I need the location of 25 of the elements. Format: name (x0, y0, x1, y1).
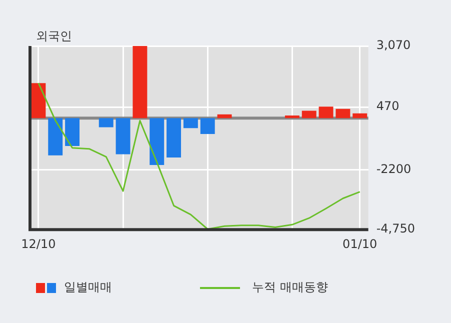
y-tick-label: 3,070 (376, 38, 411, 52)
bar (318, 106, 334, 118)
bar (217, 114, 232, 118)
legend-label: 누적 매매동향 (252, 279, 328, 296)
x-tick-label: 12/10 (21, 236, 56, 251)
chart-title: 외국인 (36, 28, 72, 45)
bar (352, 113, 368, 118)
y-tick-label: -4,750 (376, 222, 416, 236)
bar (98, 118, 114, 128)
bar (166, 118, 182, 158)
y-tick-label: 470 (376, 99, 400, 114)
bar (200, 118, 215, 134)
bar (48, 118, 63, 156)
bar (302, 110, 316, 118)
bar (183, 118, 198, 128)
bar (31, 83, 46, 118)
bar (150, 118, 164, 166)
x-tick-label: 01/10 (342, 236, 378, 251)
bar (65, 118, 80, 146)
bar (336, 108, 350, 118)
bar (132, 46, 148, 118)
y-tick-label: -2200 (376, 162, 412, 176)
bar (284, 115, 300, 118)
legend-label: 일별매매 (64, 279, 112, 296)
bar (116, 118, 130, 154)
